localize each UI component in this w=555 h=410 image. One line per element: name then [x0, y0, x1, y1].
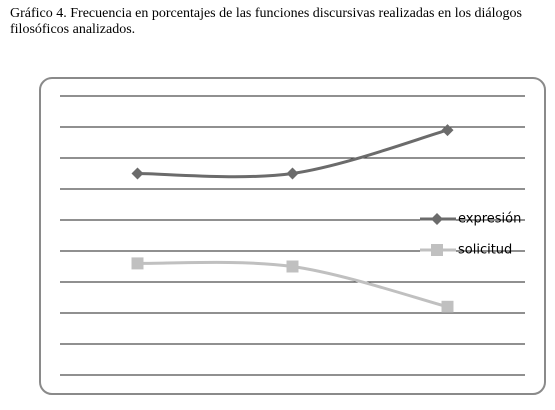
marker [441, 300, 454, 313]
marker [441, 124, 454, 137]
marker [286, 260, 299, 273]
legend-label: solicitud [458, 243, 512, 258]
legend-label: expresión [458, 212, 521, 227]
legend-marker [431, 244, 443, 256]
legend-marker [431, 213, 443, 225]
chart-frame [39, 77, 546, 395]
marker [131, 257, 144, 270]
marker [131, 167, 144, 180]
figure-caption: Gráfico 4. Frecuencia en porcentajes de … [10, 6, 522, 37]
marker [286, 167, 299, 180]
